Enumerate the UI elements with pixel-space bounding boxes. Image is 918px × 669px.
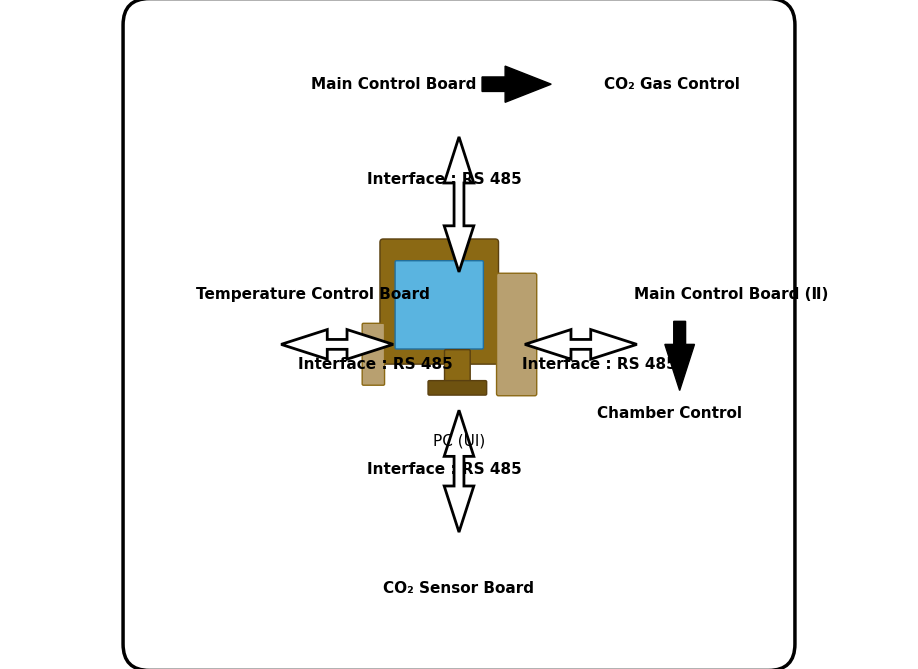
FancyBboxPatch shape <box>123 0 795 669</box>
Polygon shape <box>665 321 695 391</box>
Text: CO₂ Gas Control: CO₂ Gas Control <box>604 77 740 92</box>
Polygon shape <box>444 410 474 532</box>
FancyBboxPatch shape <box>380 239 498 364</box>
FancyBboxPatch shape <box>428 381 487 395</box>
Text: Interface : RS 485: Interface : RS 485 <box>521 357 677 372</box>
Polygon shape <box>525 330 637 359</box>
Ellipse shape <box>413 249 558 394</box>
Polygon shape <box>482 66 551 102</box>
FancyBboxPatch shape <box>395 261 484 349</box>
Text: Interface : RS 485: Interface : RS 485 <box>297 357 453 372</box>
Text: CO₂ Sensor Board: CO₂ Sensor Board <box>384 581 534 595</box>
Text: Main Control Board (Ⅱ): Main Control Board (Ⅱ) <box>633 288 828 302</box>
FancyBboxPatch shape <box>363 323 385 385</box>
FancyBboxPatch shape <box>444 350 470 389</box>
Text: Interface : RS 485: Interface : RS 485 <box>367 172 521 187</box>
FancyBboxPatch shape <box>497 273 537 396</box>
Text: Main Control Board (Ⅰ): Main Control Board (Ⅰ) <box>311 77 501 92</box>
Polygon shape <box>281 330 393 359</box>
Text: Interface : RS 485: Interface : RS 485 <box>367 462 521 477</box>
Text: PC (UI): PC (UI) <box>433 434 485 448</box>
Text: Temperature Control Board: Temperature Control Board <box>196 288 430 302</box>
Text: Chamber Control: Chamber Control <box>598 406 743 421</box>
Polygon shape <box>444 137 474 272</box>
